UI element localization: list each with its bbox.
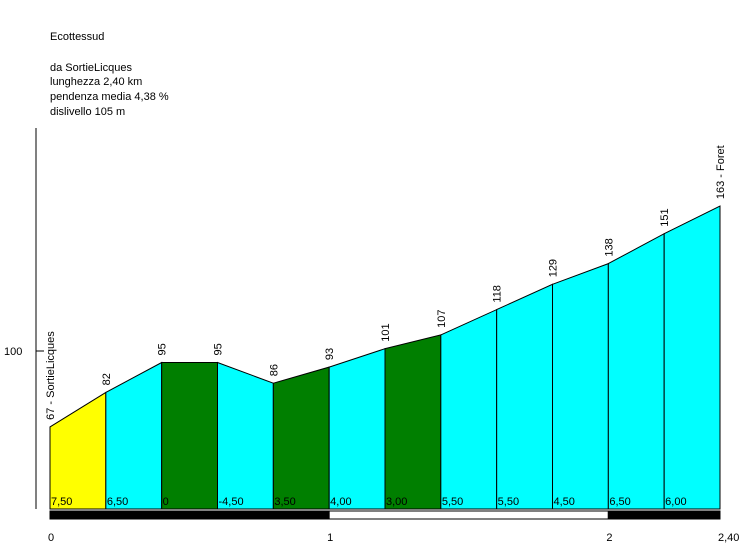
climb-length: lunghezza 2,40 km <box>50 76 143 88</box>
x-tick-label: 2 <box>606 532 612 544</box>
segment-gradient-label: 7,50 <box>51 496 72 508</box>
km-bar-segment <box>328 510 609 520</box>
elevation-label: 138 <box>603 238 615 256</box>
elevation-label: 67 - SortieLicques <box>45 331 57 420</box>
km-bar-segment <box>49 510 330 520</box>
profile-segment <box>440 308 498 510</box>
profile-segment <box>328 348 386 510</box>
average-gradient: pendenza media 4,38 % <box>50 91 169 103</box>
x-tick-label: 2,40 <box>718 532 739 544</box>
profile-segment <box>161 362 218 510</box>
elevation-label: 95 <box>157 343 169 355</box>
segment-gradient-label: 6,50 <box>107 496 128 508</box>
elevation-gain: dislivello 105 m <box>50 106 126 118</box>
segment-gradient-label: 3,00 <box>386 496 407 508</box>
elevation-label: 151 <box>659 208 671 226</box>
segment-gradient-label: -4,50 <box>219 496 244 508</box>
profile-segment <box>217 361 274 510</box>
segment-gradient-label: 6,00 <box>665 496 686 508</box>
segment-gradient-label: 4,50 <box>554 496 575 508</box>
elevation-label: 129 <box>548 259 560 277</box>
profile-segment <box>663 205 721 510</box>
x-tick-label: 1 <box>327 532 333 544</box>
km-bar-segment <box>607 510 721 520</box>
segment-gradient-label: 0 <box>163 496 169 508</box>
elevation-label: 95 <box>213 343 225 355</box>
segment-gradient-label: 3,50 <box>274 496 295 508</box>
climb-name: Ecottessud <box>50 31 105 43</box>
x-tick-label: 0 <box>48 532 54 544</box>
y-tick-label: 100 <box>4 346 22 358</box>
elevation-label: 86 <box>268 364 280 376</box>
elevation-label: 93 <box>324 348 336 360</box>
profile-segment <box>105 361 163 510</box>
start-point: da SortieLicques <box>50 62 132 74</box>
profile-segment <box>552 262 609 510</box>
elevation-label: 107 <box>436 310 448 328</box>
elevation-label: 101 <box>380 323 392 341</box>
profile-segment <box>272 366 330 510</box>
elevation-label: 118 <box>492 285 504 303</box>
segment-gradient-label: 5,50 <box>442 496 463 508</box>
profile-segment <box>607 232 665 510</box>
segment-gradient-label: 5,50 <box>498 496 519 508</box>
segment-gradient-label: 6,50 <box>609 496 630 508</box>
elevation-label: 163 - Foret <box>715 145 727 199</box>
profile-segment <box>384 334 442 510</box>
segment-gradient-label: 4,00 <box>330 496 351 508</box>
profile-segment <box>49 391 107 510</box>
elevation-label: 82 <box>101 373 113 385</box>
profile-segment <box>496 283 553 510</box>
